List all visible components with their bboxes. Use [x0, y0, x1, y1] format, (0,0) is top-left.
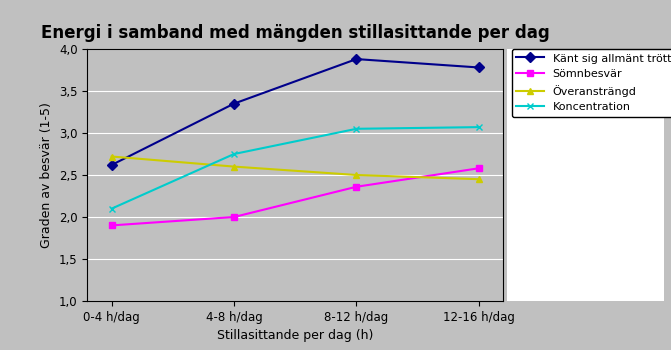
- Line: Känt sig allmänt trött: Känt sig allmänt trött: [108, 56, 482, 168]
- Title: Energi i samband med mängden stillasittande per dag: Energi i samband med mängden stillasitta…: [41, 24, 550, 42]
- Överansträngd: [107, 154, 115, 159]
- Sömnbesvär: [352, 185, 360, 189]
- Line: Sömnbesvär: Sömnbesvär: [108, 165, 482, 229]
- Koncentration: [475, 125, 483, 129]
- Line: Överansträngd: Överansträngd: [108, 153, 482, 183]
- Känt sig allmänt trött: [352, 57, 360, 61]
- Y-axis label: Graden av besvär (1-5): Graden av besvär (1-5): [40, 102, 53, 248]
- Känt sig allmänt trött: [230, 102, 238, 106]
- Överansträngd: [230, 164, 238, 169]
- Line: Koncentration: Koncentration: [108, 124, 482, 212]
- Överansträngd: [352, 173, 360, 177]
- Koncentration: [352, 127, 360, 131]
- Sömnbesvär: [230, 215, 238, 219]
- Känt sig allmänt trött: [475, 65, 483, 70]
- Överansträngd: [475, 177, 483, 181]
- Koncentration: [107, 206, 115, 211]
- Känt sig allmänt trött: [107, 163, 115, 167]
- X-axis label: Stillasittande per dag (h): Stillasittande per dag (h): [217, 329, 374, 342]
- Sömnbesvär: [475, 166, 483, 170]
- Koncentration: [230, 152, 238, 156]
- Legend: Känt sig allmänt trött, Sömnbesvär, Överansträngd, Koncentration: Känt sig allmänt trött, Sömnbesvär, Över…: [511, 49, 671, 117]
- Sömnbesvär: [107, 223, 115, 228]
